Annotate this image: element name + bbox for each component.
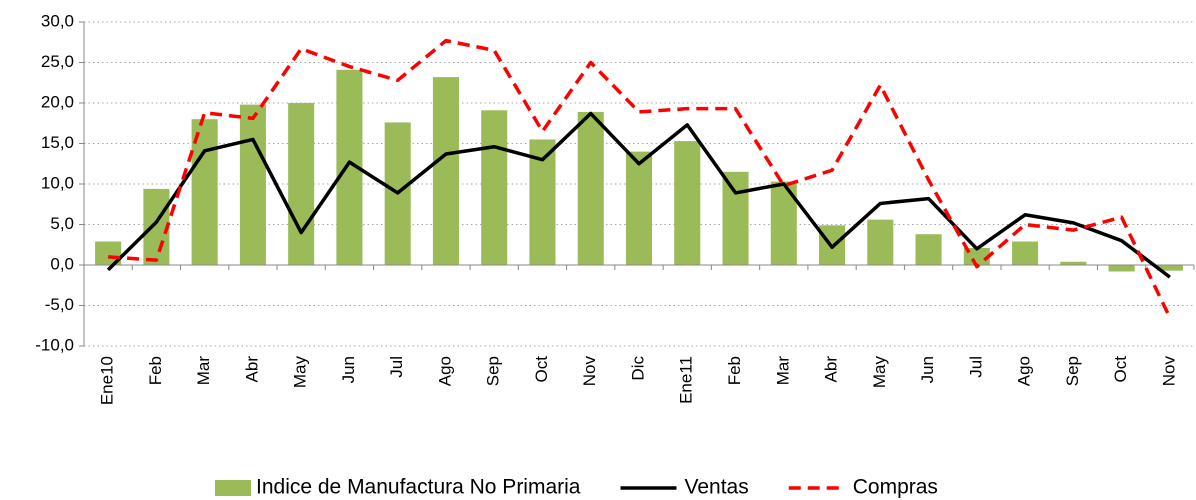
bar xyxy=(432,77,459,265)
x-tick-label: Mar xyxy=(773,356,792,386)
line xyxy=(106,111,1171,279)
x-tick-label: Feb xyxy=(725,356,744,385)
y-tick-label: 5,0 xyxy=(50,214,74,233)
x-tick-label: Oct xyxy=(1111,356,1130,383)
x-tick-label: Ago xyxy=(435,356,454,386)
x-tick-label: Oct xyxy=(532,356,551,383)
x-tick-label: Ene10 xyxy=(98,356,117,405)
bar xyxy=(143,188,170,265)
bar xyxy=(95,241,122,265)
bar xyxy=(915,234,942,265)
x-tick-label: Dic xyxy=(628,356,647,381)
bar xyxy=(674,141,701,265)
x-tick-label: Ago xyxy=(1015,356,1034,386)
bar xyxy=(1060,261,1087,265)
x-tick-label: Nov xyxy=(1159,356,1178,387)
legend-label: Compras xyxy=(853,476,938,499)
y-tick-label: 25,0 xyxy=(41,52,74,71)
x-tick-label: Nov xyxy=(580,356,599,387)
x-tick-label: May xyxy=(291,356,310,389)
legend-label: Indice de Manufactura No Primaria xyxy=(256,476,581,499)
x-tick-label: May xyxy=(870,356,889,389)
bar xyxy=(963,247,990,265)
bar xyxy=(1108,265,1135,272)
bar xyxy=(239,104,266,266)
y-tick-label: 10,0 xyxy=(41,173,74,192)
legend-swatch xyxy=(215,480,251,496)
bar xyxy=(722,171,749,265)
x-tick-label: Abr xyxy=(242,356,261,383)
bar xyxy=(867,219,894,265)
bar xyxy=(577,111,604,265)
x-tick-label: Sep xyxy=(1063,356,1082,386)
x-tick-label: Sep xyxy=(484,356,503,386)
bar xyxy=(625,151,653,265)
y-tick-label: -5,0 xyxy=(45,295,74,314)
y-tick-label: 20,0 xyxy=(41,92,74,111)
x-tick-label: Abr xyxy=(822,356,841,383)
bar xyxy=(481,110,508,265)
x-tick-label: Jul xyxy=(387,356,406,378)
bar xyxy=(288,103,315,265)
x-tick-label: Jun xyxy=(339,356,358,383)
x-tick-label: Jun xyxy=(918,356,937,383)
legend-label: Ventas xyxy=(685,476,749,499)
x-tick-label: Mar xyxy=(194,356,213,386)
y-tick-label: 15,0 xyxy=(41,133,74,152)
y-tick-label: -10,0 xyxy=(35,335,74,354)
y-tick-label: 0,0 xyxy=(50,254,74,273)
x-tick-label: Feb xyxy=(146,356,165,385)
bar xyxy=(1156,265,1183,271)
y-tick-label: 30,0 xyxy=(41,11,74,30)
x-tick-label: Ene11 xyxy=(677,356,696,404)
bar xyxy=(1012,241,1039,265)
line xyxy=(108,38,1172,319)
x-tick-label: Jul xyxy=(966,356,985,378)
